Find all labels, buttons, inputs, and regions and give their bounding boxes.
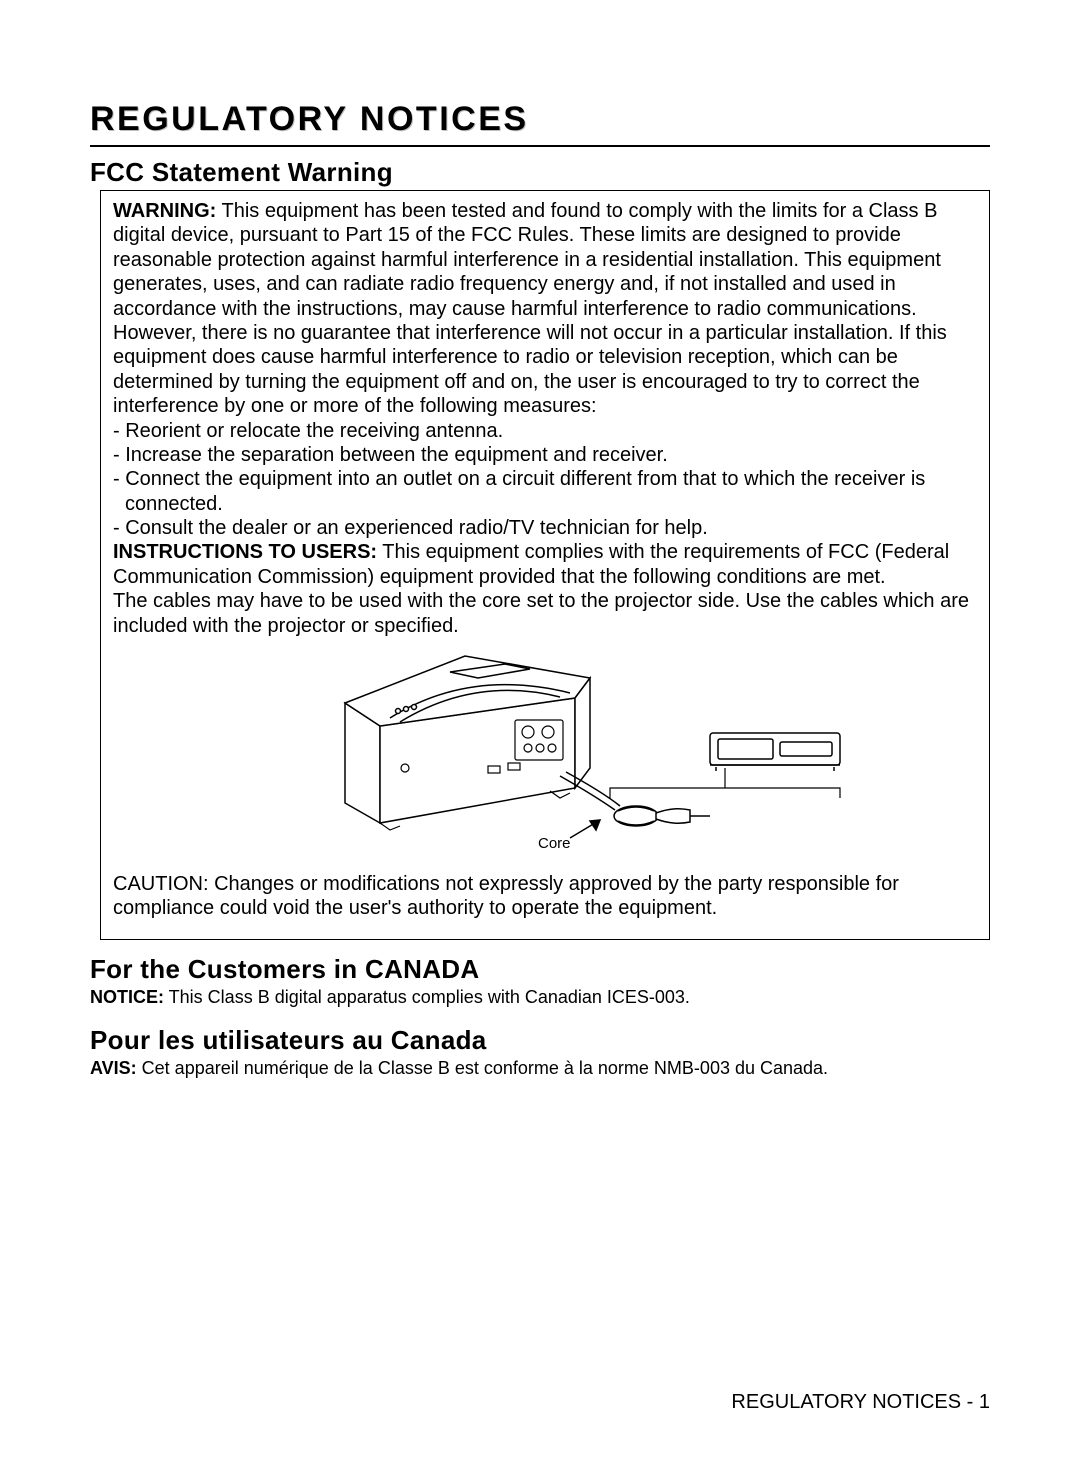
fcc-cable-text: The cables may have to be used with the … [113, 589, 977, 638]
fcc-warning-box: WARNING: This equipment has been tested … [100, 190, 990, 940]
fcc-bullet: - Connect the equipment into an outlet o… [113, 467, 977, 516]
canada-en-paragraph: NOTICE: This Class B digital apparatus c… [90, 987, 990, 1009]
canada-fr-paragraph: AVIS: Cet appareil numérique de la Class… [90, 1058, 990, 1080]
avis-label: AVIS: [90, 1058, 137, 1078]
instructions-label: INSTRUCTIONS TO USERS: [113, 541, 377, 563]
warning-text: This equipment has been tested and found… [113, 200, 947, 417]
diagram-core-label: Core [538, 835, 571, 852]
page-footer: REGULATORY NOTICES - 1 [731, 1391, 990, 1414]
fcc-bullet: - Reorient or relocate the receiving ant… [113, 419, 977, 443]
fcc-bullet: - Increase the separation between the eq… [113, 443, 977, 467]
canada-fr-title: Pour les utilisateurs au Canada [90, 1025, 990, 1056]
fcc-warning-paragraph: WARNING: This equipment has been tested … [113, 199, 977, 419]
projector-diagram: Core [240, 648, 850, 858]
fcc-instructions-paragraph: INSTRUCTIONS TO USERS: This equipment co… [113, 540, 977, 589]
fcc-section-title: FCC Statement Warning [90, 157, 990, 188]
notice-text: This Class B digital apparatus complies … [164, 987, 690, 1007]
page-title: REGULATORY NOTICES [90, 100, 990, 147]
warning-label: WARNING: [113, 200, 216, 222]
notice-label: NOTICE: [90, 987, 164, 1007]
fcc-bullet: - Consult the dealer or an experienced r… [113, 516, 977, 540]
avis-text: Cet appareil numérique de la Classe B es… [137, 1058, 828, 1078]
canada-en-title: For the Customers in CANADA [90, 954, 990, 985]
fcc-caution-text: CAUTION: Changes or modifications not ex… [113, 872, 977, 921]
